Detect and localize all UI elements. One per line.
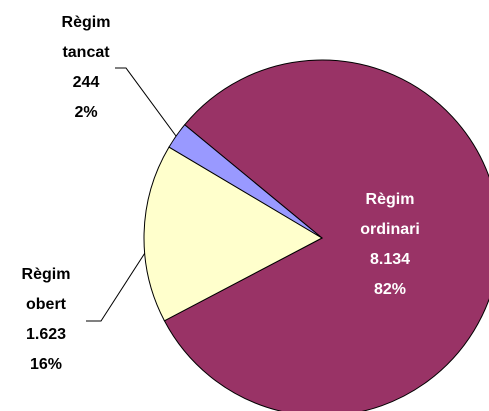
slice-label: tancat	[62, 44, 110, 61]
slice-label: Règim	[22, 266, 71, 283]
pie-slice	[163, 59, 489, 411]
pie-slice	[168, 124, 323, 239]
slice-label: obert	[26, 296, 67, 313]
slice-label: ordinari	[360, 221, 420, 238]
slice-label: 244	[73, 74, 100, 91]
slice-label: 2%	[74, 104, 97, 121]
slice-label: 82%	[374, 281, 406, 298]
leader-line	[86, 241, 153, 322]
slice-label: Règim	[366, 191, 415, 208]
slice-label: 1.623	[26, 326, 66, 343]
leader-line	[115, 67, 177, 137]
slice-label: 16%	[30, 356, 62, 373]
pie-slice	[143, 146, 324, 322]
slice-label: Règim	[62, 14, 111, 31]
slice-label: 8.134	[370, 251, 410, 268]
